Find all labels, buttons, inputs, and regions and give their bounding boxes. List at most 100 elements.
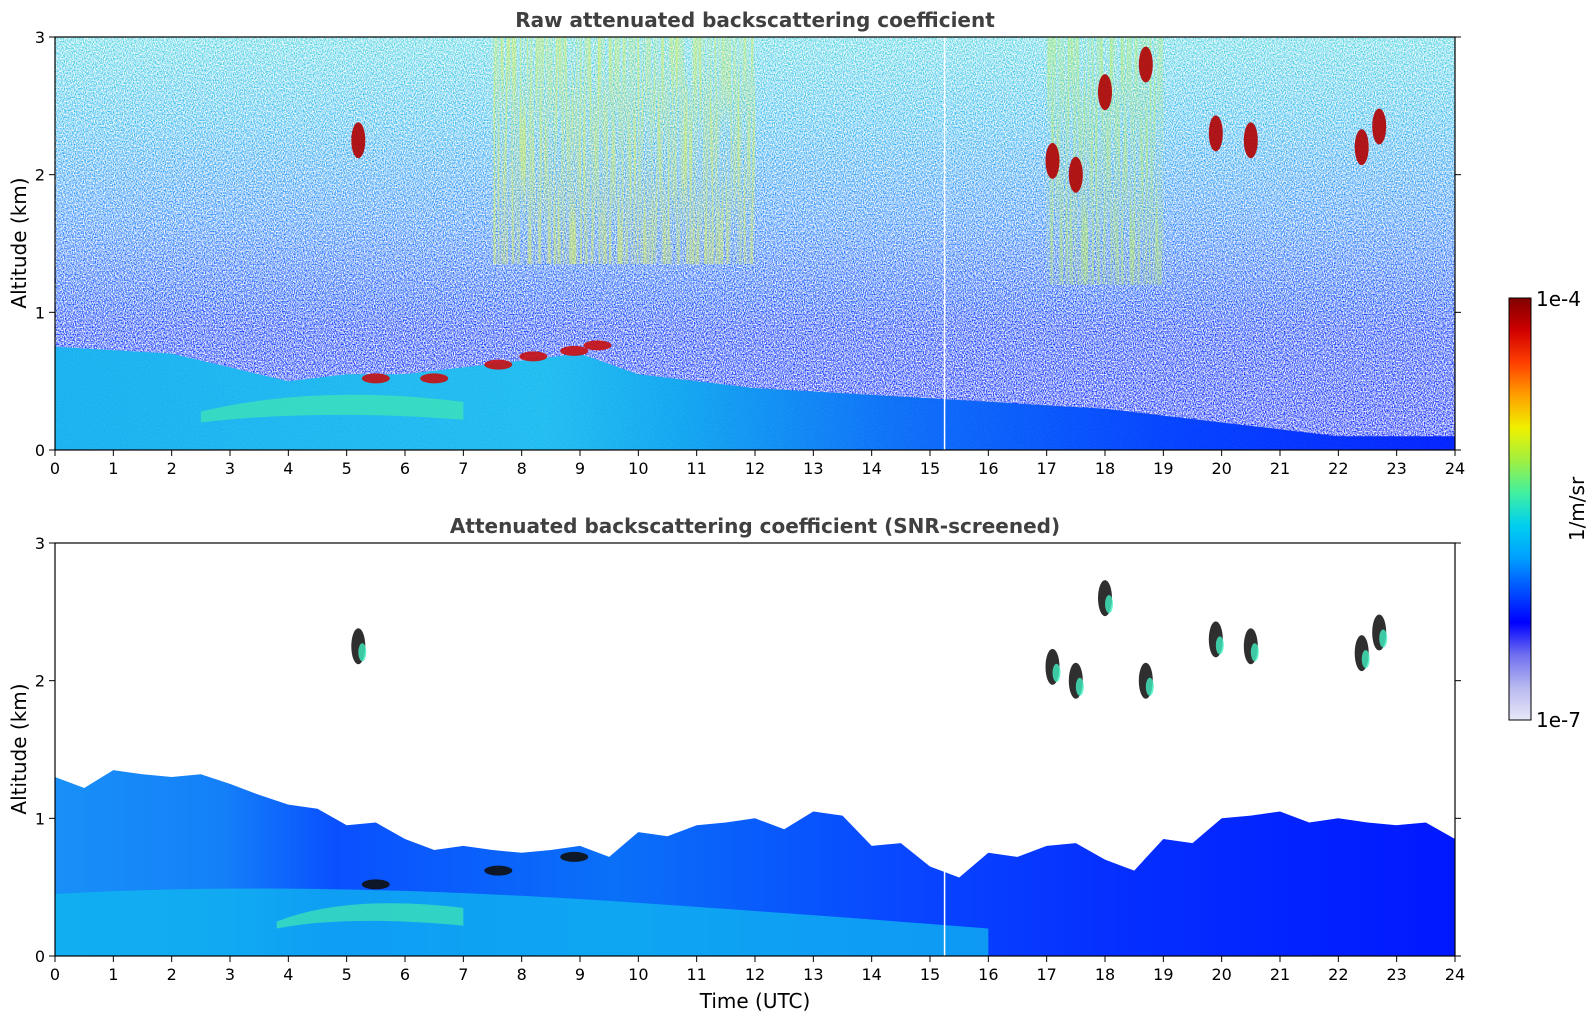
x-tick-label: 24 [1445,459,1465,478]
cloud-feature [420,373,449,384]
cloud-feature [583,340,612,351]
panel1-y-ticks: 0 1 2 3 [35,28,1461,460]
colorbar-max-label: 1e-4 [1536,287,1581,311]
panel2-aerosol-layer [276,903,464,929]
cloud-feature [1243,122,1258,159]
cloud-feature-halo [1075,677,1084,696]
colorbar-gradient [1508,297,1532,721]
x-tick-label: 10 [628,459,648,478]
x-tick-label: 5 [342,459,352,478]
x-tick-label: 22 [1328,459,1348,478]
panel2-x-ticks: 0 1 2 3 4 5 6 7 8 9 10 11 12 13 14 15 16 17 18 19 20 21 22 23 24 [50,956,1465,984]
x-tick-label: 22 [1328,965,1348,984]
x-tick-label: 14 [861,965,881,984]
cloud-feature [351,122,366,159]
x-tick-label: 12 [745,965,765,984]
cloud-feature [1045,142,1060,179]
x-tick-label: 15 [920,965,940,984]
x-tick-label: 21 [1270,965,1290,984]
x-tick-label: 23 [1386,459,1406,478]
panel2-y-ticks: 0 1 2 3 [35,534,1461,966]
x-tick-label: 8 [517,459,527,478]
x-tick-label: 7 [458,965,468,984]
x-tick-label: 0 [50,459,60,478]
x-tick-label: 8 [517,965,527,984]
y-tick-label: 1 [35,303,45,322]
x-tick-label: 9 [575,459,585,478]
cloud-feature [1208,115,1223,152]
cloud-feature [361,373,390,384]
panel1-streak-band [492,37,755,265]
panel2-aerosol-layer [55,888,989,956]
x-tick-label: 24 [1445,965,1465,984]
x-tick-label: 12 [745,459,765,478]
y-tick-label: 2 [35,672,45,691]
x-tick-label: 2 [167,965,177,984]
cloud-feature [1138,46,1153,83]
x-tick-label: 4 [283,965,293,984]
x-tick-label: 17 [1036,459,1056,478]
colorbar: 1e-4 1e-7 1/m/sr [1508,287,1589,732]
cloud-feature [560,345,589,356]
cloud-feature-halo [1052,663,1061,682]
cloud-feature-halo [358,643,367,662]
cloud-feature [484,359,513,370]
x-tick-label: 0 [50,965,60,984]
x-tick-label: 20 [1211,459,1231,478]
cloud-feature [361,879,390,890]
x-tick-label: 3 [225,459,235,478]
panel2-heatmap [55,543,1455,956]
panel1-x-ticks: 0 1 2 3 4 5 6 7 8 9 10 11 12 13 14 15 16 17 18 19 20 21 22 23 24 [50,450,1465,478]
y-tick-label: 0 [35,441,45,460]
x-tick-label: 19 [1153,965,1173,984]
raw-backscatter-panel: Raw attenuated backscattering coefficien… [7,8,1465,478]
x-tick-label: 11 [686,965,706,984]
x-tick-label: 15 [920,459,940,478]
x-tick-label: 7 [458,459,468,478]
cloud-feature-halo [1145,677,1154,696]
cloud-feature-halo [1361,650,1370,669]
y-tick-label: 3 [35,534,45,553]
y-tick-label: 3 [35,28,45,47]
y-tick-label: 0 [35,947,45,966]
x-tick-label: 21 [1270,459,1290,478]
panel1-heatmap [55,37,1455,450]
x-tick-label: 20 [1211,965,1231,984]
panel1-boundary-layer [55,346,1455,450]
x-tick-label: 11 [686,459,706,478]
x-tick-label: 19 [1153,459,1173,478]
x-tick-label: 16 [978,459,998,478]
x-tick-label: 6 [400,965,410,984]
cloud-feature [1068,156,1083,193]
panel1-title: Raw attenuated backscattering coefficien… [515,8,995,32]
panel1-y-label: Altitude (km) [7,177,31,308]
panel2-title: Attenuated backscattering coefficient (S… [450,514,1060,538]
cloud-feature [560,851,589,862]
x-tick-label: 3 [225,965,235,984]
x-tick-label: 13 [803,459,823,478]
panel2-x-label: Time (UTC) [699,989,811,1013]
cloud-feature [484,865,513,876]
y-tick-label: 2 [35,166,45,185]
x-tick-label: 10 [628,965,648,984]
y-tick-label: 1 [35,809,45,828]
x-tick-label: 4 [283,459,293,478]
cloud-feature-halo [1105,595,1113,614]
cloud-feature [1372,108,1387,145]
cloud-feature-halo [1379,629,1388,648]
cloud-feature [1098,74,1112,111]
colorbar-min-label: 1e-7 [1536,708,1581,732]
colorbar-unit-label: 1/m/sr [1565,476,1589,541]
cloud-feature [519,351,548,362]
x-tick-label: 16 [978,965,998,984]
cloud-feature-halo [1215,636,1224,655]
x-tick-label: 23 [1386,965,1406,984]
x-tick-label: 17 [1036,965,1056,984]
x-tick-label: 14 [861,459,881,478]
panel2-y-label: Altitude (km) [7,683,31,814]
x-tick-label: 13 [803,965,823,984]
x-tick-label: 18 [1095,459,1115,478]
x-tick-label: 1 [108,459,118,478]
x-tick-label: 18 [1095,965,1115,984]
